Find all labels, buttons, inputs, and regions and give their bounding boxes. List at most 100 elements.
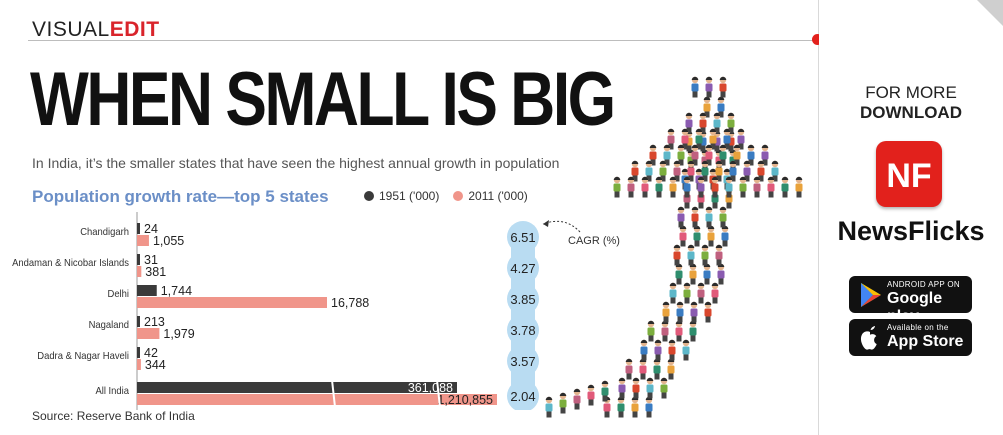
app-name: NewsFlicks (837, 216, 985, 246)
person-figure (693, 225, 701, 247)
person-figure (661, 320, 669, 342)
person-figure (727, 112, 735, 134)
cagr-value: 3.57 (510, 354, 535, 369)
person-figure (704, 301, 712, 323)
chart-legend: 1951 ('000) 2011 ('000) (364, 189, 528, 203)
person-figure (691, 76, 699, 98)
person-figure (669, 282, 677, 304)
source-note: Source: Reserve Bank of India (32, 409, 195, 423)
person-figure (703, 96, 711, 118)
person-figure (631, 396, 639, 418)
person-figure (625, 358, 633, 380)
category-label: Delhi (108, 289, 129, 301)
person-figure (627, 176, 635, 198)
newsflicks-logo[interactable]: NF (876, 141, 942, 207)
subtitle: In India, it’s the smaller states that h… (32, 155, 560, 171)
person-figure (701, 244, 709, 266)
person-figure (675, 263, 683, 285)
person-figure (649, 144, 657, 166)
value-label-1951: 24 (144, 222, 158, 236)
person-figure (659, 160, 667, 182)
person-figure (691, 144, 699, 166)
person-figure (677, 144, 685, 166)
person-figure (573, 388, 581, 410)
logo-letters: NF (886, 157, 931, 195)
bar-1951 (137, 316, 140, 327)
person-figure (545, 396, 553, 418)
app-store-button[interactable]: Available on the App Store (849, 319, 972, 356)
page-corner-fold (977, 0, 1003, 26)
person-figure (717, 263, 725, 285)
bar-2011 (137, 235, 149, 246)
legend-label-2011: 2011 ('000) (468, 189, 528, 203)
person-figure (669, 176, 677, 198)
person-figure (715, 244, 723, 266)
person-figure (715, 160, 723, 182)
person-figure (781, 176, 789, 198)
person-figure (662, 301, 670, 323)
axis-break-mark (331, 379, 336, 408)
person-figure (771, 160, 779, 182)
legend-item-1951: 1951 ('000) (364, 189, 439, 203)
person-figure (723, 128, 731, 150)
category-label: Nagaland (89, 320, 129, 332)
headline: WHEN SMALL IS BIG (30, 57, 616, 142)
crowd-arrow-illustration (545, 76, 803, 418)
bar-1951 (137, 382, 457, 393)
cagr-bubble (507, 283, 539, 315)
person-figure (559, 392, 567, 414)
person-figure (587, 384, 595, 406)
cagr-bubble (507, 221, 539, 253)
person-figure (719, 144, 727, 166)
google-play-button[interactable]: ANDROID APP ON Google play (849, 276, 972, 325)
bar-2011 (137, 359, 141, 370)
value-label-2011: 1,055 (153, 234, 184, 248)
legend-swatch-1951 (364, 191, 374, 201)
value-label-2011: 1,210,855 (437, 393, 493, 407)
person-figure (613, 176, 621, 198)
person-figure (691, 206, 699, 228)
brand-label: VISUALEDIT (32, 18, 160, 42)
bar-2011 (137, 266, 142, 277)
person-figure (654, 339, 662, 361)
app-store-big: App Store (887, 333, 964, 350)
apple-icon (860, 326, 877, 350)
person-figure (711, 282, 719, 304)
cagr-value: 3.78 (510, 323, 535, 338)
person-figure (709, 128, 717, 150)
bar-2011 (137, 328, 160, 339)
bar-chart: Chandigarh 241,055 Andaman & Nicobar Islan… (12, 212, 620, 410)
person-figure (687, 244, 695, 266)
person-figure (690, 301, 698, 323)
value-label-1951: 31 (144, 253, 158, 267)
person-figure (677, 206, 685, 228)
bar-2011 (137, 297, 327, 308)
person-figure (631, 160, 639, 182)
for-more-label: FOR MORE (865, 83, 957, 102)
value-label-2011: 16,788 (331, 296, 369, 310)
person-figure (663, 144, 671, 166)
person-figure (655, 176, 663, 198)
person-figure (673, 244, 681, 266)
person-figure (645, 396, 653, 418)
person-figure (676, 301, 684, 323)
value-label-2011: 381 (145, 265, 166, 279)
person-figure (695, 128, 703, 150)
value-label-2011: 344 (145, 358, 166, 372)
person-figure (795, 176, 803, 198)
cagr-value: 6.51 (510, 230, 535, 245)
person-figure (685, 112, 693, 134)
person-figure (689, 263, 697, 285)
legend-swatch-2011 (453, 191, 464, 201)
person-figure (640, 339, 648, 361)
person-figure (687, 160, 695, 182)
legend-item-2011: 2011 ('000) (453, 189, 528, 203)
category-label: Dadra & Nagar Haveli (37, 351, 129, 363)
person-figure (681, 128, 689, 150)
person-figure (601, 380, 609, 402)
person-figure (699, 112, 707, 134)
person-figure (705, 206, 713, 228)
person-figure (739, 176, 747, 198)
cagr-bubble (507, 345, 539, 377)
